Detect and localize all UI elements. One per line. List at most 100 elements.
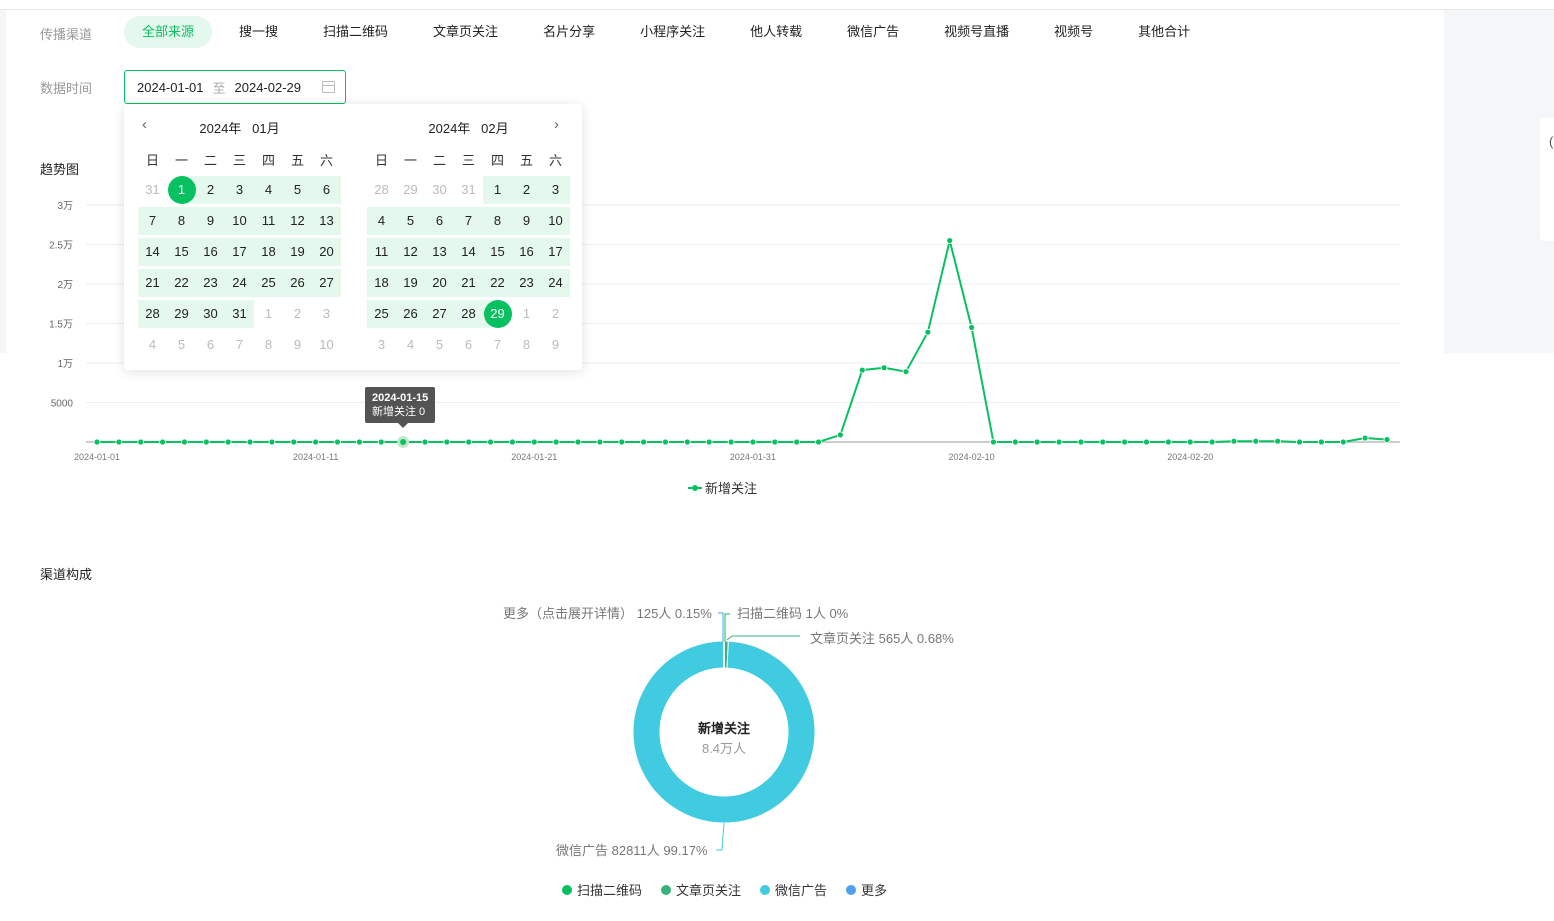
legend-item[interactable]: 文章页关注 xyxy=(661,880,741,899)
calendar-day[interactable]: 15 xyxy=(167,237,196,266)
calendar-day[interactable]: 9 xyxy=(512,206,541,235)
calendar-day[interactable]: 17 xyxy=(225,237,254,266)
calendar-day[interactable]: 16 xyxy=(512,237,541,266)
calendar-day[interactable]: 20 xyxy=(425,268,454,297)
data-point[interactable] xyxy=(159,438,166,446)
data-point[interactable] xyxy=(1033,438,1041,446)
tab-8[interactable]: 视频号直播 xyxy=(944,24,1010,39)
data-point[interactable] xyxy=(246,438,254,446)
date-start[interactable]: 2024-01-01 xyxy=(137,79,204,95)
tab-7[interactable]: 微信广告 xyxy=(847,24,900,39)
calendar-month[interactable]: 02月 xyxy=(481,121,509,136)
calendar-day[interactable]: 6 xyxy=(464,336,473,352)
calendar-day[interactable]: 6 xyxy=(206,336,215,352)
calendar-day[interactable]: 9 xyxy=(196,206,225,235)
calendar-day[interactable]: 4 xyxy=(148,336,157,352)
calendar-day[interactable]: 24 xyxy=(225,268,254,297)
data-point[interactable] xyxy=(1361,434,1369,442)
tab-6[interactable]: 他人转载 xyxy=(750,24,803,39)
calendar-day[interactable]: 8 xyxy=(522,336,531,352)
data-point[interactable] xyxy=(509,438,516,446)
calendar-day[interactable]: 13 xyxy=(312,206,341,235)
calendar-day[interactable]: 28 xyxy=(454,299,483,328)
pie-slice[interactable] xyxy=(723,640,725,669)
calendar-day[interactable]: 3 xyxy=(541,175,570,204)
calendar-day[interactable]: 22 xyxy=(483,268,512,297)
calendar-day[interactable]: 28 xyxy=(374,181,389,197)
data-point[interactable] xyxy=(596,438,604,446)
legend-item[interactable]: 微信广告 xyxy=(760,880,827,899)
data-point[interactable] xyxy=(530,438,538,446)
calendar-day[interactable]: 6 xyxy=(312,175,341,204)
data-point[interactable] xyxy=(640,438,648,446)
calendar-day[interactable]: 19 xyxy=(283,237,312,266)
data-point[interactable] xyxy=(290,438,298,446)
calendar-day[interactable]: 21 xyxy=(138,268,167,297)
tab-9[interactable]: 视频号 xyxy=(1054,24,1094,39)
calendar-day[interactable]: 27 xyxy=(312,268,341,297)
calendar-day[interactable]: 18 xyxy=(367,268,396,297)
data-point[interactable] xyxy=(115,438,123,446)
calendar-day[interactable]: 2 xyxy=(293,305,302,321)
calendar-day[interactable]: 5 xyxy=(435,336,444,352)
side-card[interactable]: ( xyxy=(1540,118,1554,241)
data-point[interactable] xyxy=(574,438,582,446)
calendar-day[interactable]: 5 xyxy=(396,206,425,235)
calendar-day[interactable]: 2 xyxy=(512,175,541,204)
data-point[interactable] xyxy=(1011,438,1019,446)
calendar-day[interactable]: 1 xyxy=(264,305,273,321)
calendar-day[interactable]: 26 xyxy=(283,268,312,297)
calendar-day[interactable]: 30 xyxy=(432,181,447,197)
data-point[interactable] xyxy=(202,438,210,446)
calendar-day[interactable]: 1 xyxy=(483,175,512,204)
tab-2[interactable]: 扫描二维码 xyxy=(323,24,389,39)
data-point[interactable] xyxy=(312,438,320,446)
calendar-day[interactable]: 28 xyxy=(138,299,167,328)
data-point[interactable] xyxy=(815,438,822,446)
tab-3[interactable]: 文章页关注 xyxy=(433,24,499,39)
calendar-year[interactable]: 2024年 xyxy=(428,121,471,136)
legend-item[interactable]: 更多 xyxy=(846,880,887,899)
calendar-day[interactable]: 15 xyxy=(483,237,512,266)
tab-4[interactable]: 名片分享 xyxy=(543,24,596,39)
calendar-day[interactable]: 18 xyxy=(254,237,283,266)
calendar-day[interactable]: 3 xyxy=(377,336,386,352)
data-point[interactable] xyxy=(334,438,341,446)
tab-5[interactable]: 小程序关注 xyxy=(640,24,706,39)
calendar-month[interactable]: 01月 xyxy=(252,121,280,136)
calendar-day[interactable]: 27 xyxy=(425,299,454,328)
calendar-day[interactable]: 30 xyxy=(196,299,225,328)
data-point[interactable] xyxy=(1383,436,1391,444)
calendar-day[interactable]: 20 xyxy=(312,237,341,266)
data-point[interactable] xyxy=(465,438,473,446)
data-point[interactable] xyxy=(836,431,844,439)
data-point[interactable] xyxy=(1143,438,1150,446)
date-range-picker[interactable]: 2024-01-01 至 2024-02-29 xyxy=(124,70,346,104)
data-point[interactable] xyxy=(421,438,429,446)
data-point[interactable] xyxy=(771,438,779,446)
data-point[interactable] xyxy=(924,328,932,336)
data-point[interactable] xyxy=(552,438,560,446)
calendar-day[interactable]: 7 xyxy=(138,206,167,235)
calendar-day[interactable]: 24 xyxy=(541,268,570,297)
data-point[interactable] xyxy=(181,438,188,446)
calendar-day[interactable]: 22 xyxy=(167,268,196,297)
calendar-day[interactable]: 2 xyxy=(196,175,225,204)
data-point[interactable] xyxy=(397,436,410,448)
data-point[interactable] xyxy=(1230,437,1238,445)
data-point[interactable] xyxy=(268,438,276,446)
calendar-day[interactable]: 29 xyxy=(167,299,196,328)
trend-legend-item[interactable]: 新增关注 xyxy=(688,478,757,497)
calendar-day[interactable]: 31 xyxy=(461,181,476,197)
calendar-day[interactable]: 1 xyxy=(167,175,196,204)
legend-item[interactable]: 扫描二维码 xyxy=(562,880,642,899)
calendar-day[interactable]: 10 xyxy=(225,206,254,235)
data-point[interactable] xyxy=(705,438,713,446)
calendar-day[interactable]: 31 xyxy=(225,299,254,328)
data-point[interactable] xyxy=(1296,438,1303,446)
data-point[interactable] xyxy=(93,438,101,446)
calendar-day[interactable]: 2 xyxy=(551,305,560,321)
calendar-day[interactable]: 31 xyxy=(145,181,160,197)
data-point[interactable] xyxy=(727,438,735,446)
data-point[interactable] xyxy=(1252,437,1260,445)
